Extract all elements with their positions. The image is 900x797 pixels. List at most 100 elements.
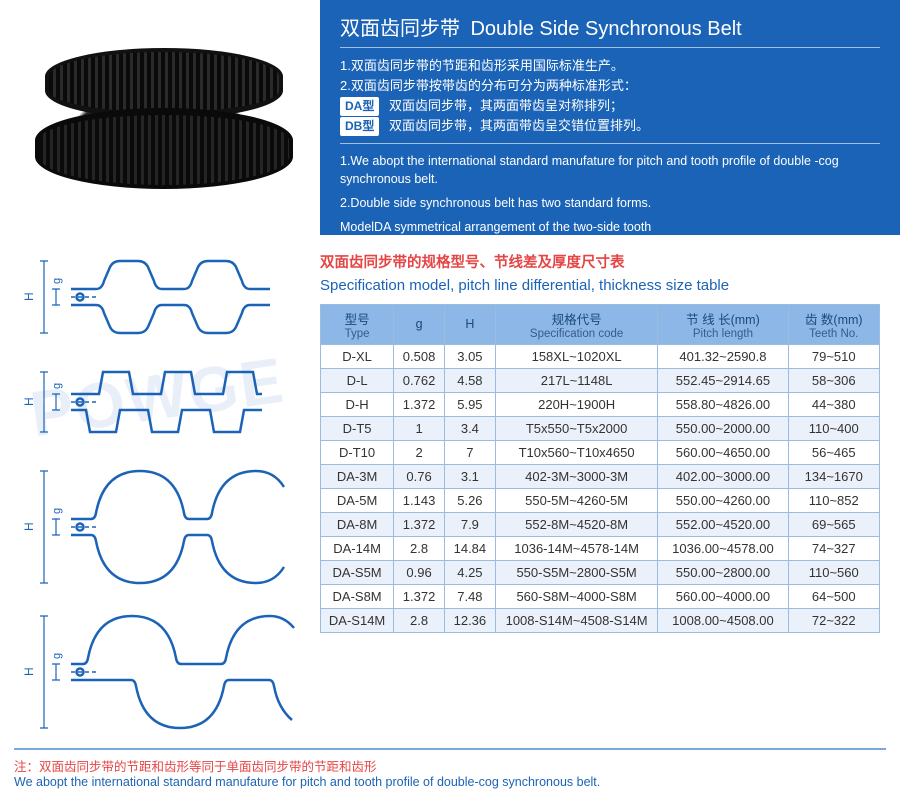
table-cell: 72~322	[788, 608, 880, 632]
table-cell: 0.508	[394, 344, 445, 368]
table-header: 齿 数(mm)Teeth No.	[788, 304, 880, 344]
table-cell: 64~500	[788, 584, 880, 608]
table-cell: 3.05	[444, 344, 495, 368]
svg-text:H: H	[22, 522, 36, 531]
table-cell: 74~327	[788, 536, 880, 560]
table-cell: 0.762	[394, 368, 445, 392]
table-cell: 2.8	[394, 536, 445, 560]
table-cell: 1.372	[394, 392, 445, 416]
title-row: 双面齿同步带 Double Side Synchronous Belt	[340, 12, 880, 41]
table-header: 规格代号Specification code	[495, 304, 658, 344]
table-row: DA-S8M1.3727.48560-S8M~4000-S8M560.00~40…	[321, 584, 880, 608]
tag-db-desc: 双面齿同步带，其两面带齿呈交错位置排列。	[389, 118, 649, 133]
table-cell: 220H~1900H	[495, 392, 658, 416]
tag-da-desc: 双面齿同步带，其两面带齿呈对称排列；	[389, 98, 623, 113]
table-cell: 44~380	[788, 392, 880, 416]
table-cell: 550.00~2000.00	[658, 416, 788, 440]
footer-cn: 注：双面齿同步带的节距和齿形等同于单面齿同步带的节距和齿形	[14, 756, 886, 775]
table-cell: 1	[394, 416, 445, 440]
diagram-2: H g	[16, 354, 296, 449]
en-line-2: 2.Double side synchronous belt has two s…	[340, 194, 880, 212]
table-cell: 0.76	[394, 464, 445, 488]
table-row: D-XL0.5083.05158XL~1020XL401.32~2590.879…	[321, 344, 880, 368]
table-row: D-H1.3725.95220H~1900H558.80~4826.0044~3…	[321, 392, 880, 416]
label-g: g	[51, 278, 63, 284]
table-cell: 552.45~2914.65	[658, 368, 788, 392]
spec-table: 型号TypegH规格代号Specification code节 线 长(mm)P…	[320, 304, 880, 633]
tag-da: DA型	[340, 97, 379, 116]
table-cell: 110~560	[788, 560, 880, 584]
table-cell: DA-3M	[321, 464, 394, 488]
cn-line-1: 1.双面齿同步带的节距和齿形采用国际标准生产。	[340, 56, 880, 76]
table-cell: 12.36	[444, 608, 495, 632]
table-cell: 401.32~2590.8	[658, 344, 788, 368]
en-line-3: ModelDA symmetrical arrangement of the t…	[340, 218, 880, 236]
product-photo	[0, 0, 320, 235]
table-cell: 14.84	[444, 536, 495, 560]
table-cell: 3.4	[444, 416, 495, 440]
table-row: D-T1027T10x560~T10x4650560.00~4650.0056~…	[321, 440, 880, 464]
table-row: DA-3M0.763.1402-3M~3000-3M402.00~3000.00…	[321, 464, 880, 488]
svg-text:H: H	[22, 397, 36, 406]
table-cell: D-XL	[321, 344, 394, 368]
table-cell: T10x560~T10x4650	[495, 440, 658, 464]
divider-2	[340, 143, 880, 144]
table-cell: 2	[394, 440, 445, 464]
table-header: 节 线 长(mm)Pitch length	[658, 304, 788, 344]
table-cell: 1008-S14M~4508-S14M	[495, 608, 658, 632]
specification-column: 双面齿同步带的规格型号、节线差及厚度尺寸表 Specification mode…	[312, 235, 900, 753]
table-cell: D-L	[321, 368, 394, 392]
footer-en: We abopt the international standard manu…	[14, 775, 886, 789]
table-cell: DA-S5M	[321, 560, 394, 584]
table-cell: 1.372	[394, 512, 445, 536]
label-H: H	[22, 292, 36, 301]
table-row: D-L0.7624.58217L~1148L552.45~2914.6558~3…	[321, 368, 880, 392]
table-cell: 550-5M~4260-5M	[495, 488, 658, 512]
table-row: DA-S5M0.964.25550-S5M~2800-S5M550.00~280…	[321, 560, 880, 584]
table-cell: DA-5M	[321, 488, 394, 512]
cn-line-2: 2.双面齿同步带按带齿的分布可分为两种标准形式：	[340, 76, 880, 96]
table-cell: 0.96	[394, 560, 445, 584]
table-cell: 560.00~4000.00	[658, 584, 788, 608]
table-cell: 110~400	[788, 416, 880, 440]
spec-titles: 双面齿同步带的规格型号、节线差及厚度尺寸表 Specification mode…	[320, 253, 880, 296]
table-cell: T5x550~T5x2000	[495, 416, 658, 440]
table-cell: 560-S8M~4000-S8M	[495, 584, 658, 608]
table-cell: 217L~1148L	[495, 368, 658, 392]
table-cell: 79~510	[788, 344, 880, 368]
table-row: DA-5M1.1435.26550-5M~4260-5M550.00~4260.…	[321, 488, 880, 512]
table-cell: 4.25	[444, 560, 495, 584]
table-cell: 402.00~3000.00	[658, 464, 788, 488]
table-cell: DA-8M	[321, 512, 394, 536]
table-cell: 58~306	[788, 368, 880, 392]
en-line-1: 1.We abopt the international standard ma…	[340, 152, 880, 188]
spec-title-en: Specification model, pitch line differen…	[320, 275, 880, 296]
table-cell: 7.9	[444, 512, 495, 536]
divider	[340, 47, 880, 48]
table-cell: 1.372	[394, 584, 445, 608]
top-section: 双面齿同步带 Double Side Synchronous Belt 1.双面…	[0, 0, 900, 235]
table-row: DA-8M1.3727.9552-8M~4520-8M552.00~4520.0…	[321, 512, 880, 536]
table-cell: 110~852	[788, 488, 880, 512]
table-row: DA-S14M2.812.361008-S14M~4508-S14M1008.0…	[321, 608, 880, 632]
diagram-3: H g	[16, 459, 296, 594]
title-cn: 双面齿同步带	[340, 18, 460, 40]
table-cell: 69~565	[788, 512, 880, 536]
table-row: DA-14M2.814.841036-14M~4578-14M1036.00~4…	[321, 536, 880, 560]
table-cell: DA-S8M	[321, 584, 394, 608]
table-cell: 558.80~4826.00	[658, 392, 788, 416]
table-cell: 1036.00~4578.00	[658, 536, 788, 560]
cn-line-db: DB型 双面齿同步带，其两面带齿呈交错位置排列。	[340, 116, 880, 136]
mid-section: H g H g	[0, 235, 900, 753]
spec-title-cn: 双面齿同步带的规格型号、节线差及厚度尺寸表	[320, 253, 880, 275]
footer: 注：双面齿同步带的节距和齿形等同于单面齿同步带的节距和齿形 We abopt t…	[14, 748, 886, 789]
table-cell: 4.58	[444, 368, 495, 392]
table-cell: 1.143	[394, 488, 445, 512]
table-cell: 1036-14M~4578-14M	[495, 536, 658, 560]
table-cell: 134~1670	[788, 464, 880, 488]
cn-line-da: DA型 双面齿同步带，其两面带齿呈对称排列；	[340, 96, 880, 116]
svg-text:g: g	[51, 653, 63, 659]
svg-text:g: g	[51, 383, 63, 389]
table-cell: D-T5	[321, 416, 394, 440]
table-cell: DA-S14M	[321, 608, 394, 632]
